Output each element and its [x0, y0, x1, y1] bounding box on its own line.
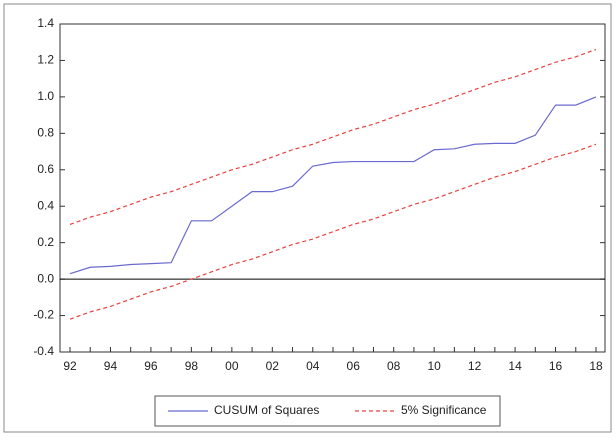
legend-label: 5% Significance	[401, 403, 487, 417]
x-tick-label: 14	[508, 359, 522, 373]
x-tick-label: 04	[306, 359, 320, 373]
y-tick-label: 0.4	[37, 198, 54, 212]
legend-label: CUSUM of Squares	[214, 403, 319, 417]
x-tick-label: 10	[427, 359, 441, 373]
series-line	[69, 143, 597, 320]
x-tick-label: 12	[468, 359, 482, 373]
x-tick-label: 92	[63, 359, 77, 373]
series-line	[69, 96, 597, 275]
y-tick-label: 1.2	[37, 53, 54, 67]
x-tick-label: 06	[347, 359, 361, 373]
x-tick-label: 16	[549, 359, 563, 373]
y-tick-label: 0.0	[37, 271, 54, 285]
x-tick-label: 00	[225, 359, 239, 373]
outer-frame	[3, 3, 612, 433]
x-tick-label: 08	[387, 359, 401, 373]
y-tick-label: 0.2	[37, 235, 54, 249]
x-tick-label: 98	[185, 359, 199, 373]
x-tick-label: 96	[144, 359, 158, 373]
y-tick-label: -0.2	[33, 308, 54, 322]
y-tick-label: 1.4	[37, 16, 54, 30]
legend-box	[154, 395, 501, 427]
y-tick-label: 1.0	[37, 89, 54, 103]
y-tick-label: 0.8	[37, 126, 54, 140]
x-tick-label: 18	[589, 359, 603, 373]
y-tick-label: 0.6	[37, 162, 54, 176]
series-line	[69, 48, 597, 226]
x-tick-label: 94	[104, 359, 118, 373]
x-tick-label: 02	[266, 359, 280, 373]
y-tick-label: -0.4	[33, 344, 54, 358]
